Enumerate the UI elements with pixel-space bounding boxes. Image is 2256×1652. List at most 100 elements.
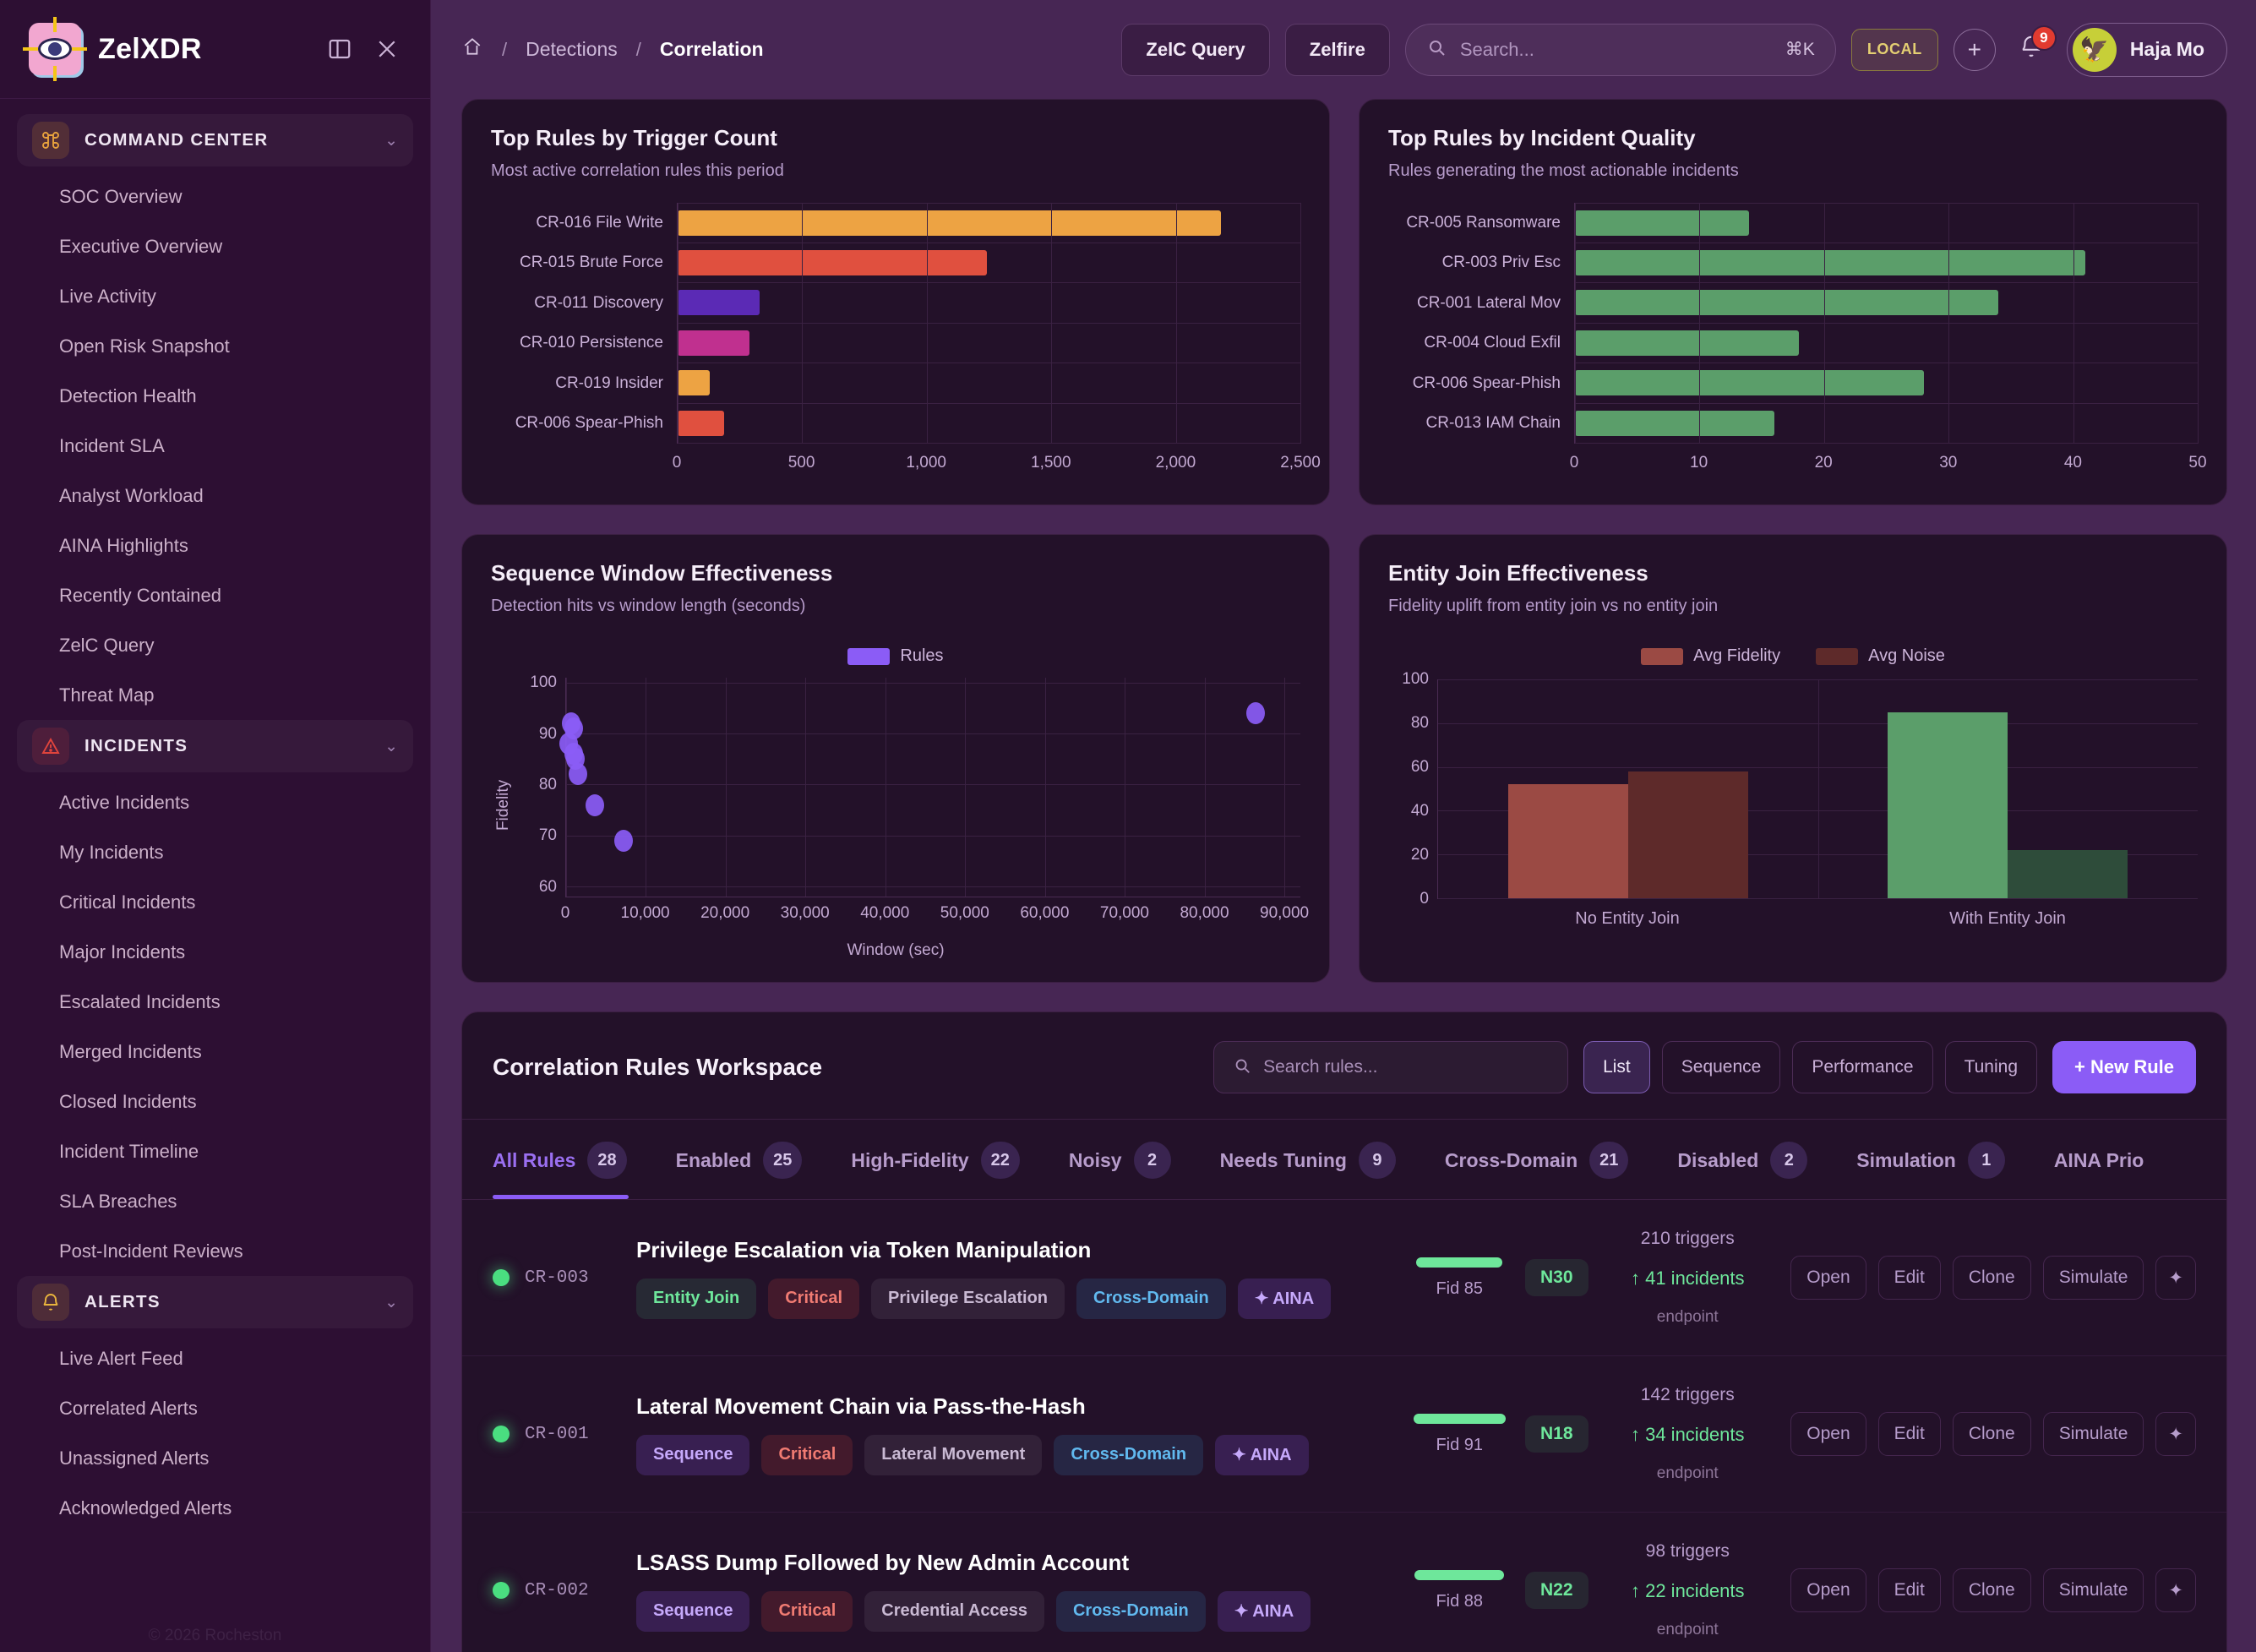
zelfire-button[interactable]: Zelfire (1284, 23, 1390, 76)
rules-list: CR-003 Privilege Escalation via Token Man… (462, 1200, 2226, 1652)
action-simulate[interactable]: Simulate (2042, 1256, 2144, 1300)
tab-simulation[interactable]: Simulation 1 (1856, 1120, 2030, 1199)
tab-aina-prio[interactable]: AINA Prio (2054, 1120, 2170, 1199)
rule-name[interactable]: Privilege Escalation via Token Manipulat… (636, 1236, 1092, 1262)
home-icon[interactable] (461, 35, 483, 63)
warning-triangle-icon (32, 728, 69, 765)
action-more[interactable]: ✦ (2155, 1412, 2196, 1456)
sidebar-item-acknowledged-alerts[interactable]: Acknowledged Alerts (59, 1497, 232, 1518)
sidebar-item-soc-overview[interactable]: SOC Overview (59, 185, 183, 207)
tab-needs-tuning[interactable]: Needs Tuning 9 (1220, 1120, 1421, 1199)
sidebar-item-live-alert-feed[interactable]: Live Alert Feed (59, 1347, 183, 1369)
rule-tag[interactable]: Credential Access (864, 1590, 1044, 1632)
action-clone[interactable]: Clone (1952, 1256, 2031, 1300)
sidebar-group-incidents[interactable]: INCIDENTS ⌄ (17, 720, 413, 772)
view-toggle-tuning[interactable]: Tuning (1944, 1041, 2038, 1093)
action-open[interactable]: Open (1790, 1568, 1866, 1612)
action-edit[interactable]: Edit (1877, 1412, 1941, 1456)
table-row[interactable]: CR-001 Lateral Movement Chain via Pass-th… (462, 1356, 2226, 1513)
sidebar-item-incident-timeline[interactable]: Incident Timeline (59, 1140, 199, 1162)
rule-name[interactable]: Lateral Movement Chain via Pass-the-Hash (636, 1393, 1086, 1419)
view-toggle-performance[interactable]: Performance (1792, 1041, 1933, 1093)
breadcrumb-detections[interactable]: Detections (526, 38, 618, 60)
tab-disabled[interactable]: Disabled 2 (1677, 1120, 1833, 1199)
sidebar-item-executive-overview[interactable]: Executive Overview (59, 235, 223, 257)
action-edit[interactable]: Edit (1877, 1568, 1941, 1612)
rule-tag[interactable]: ✦ AINA (1215, 1434, 1309, 1475)
sidebar-item-detection-health[interactable]: Detection Health (59, 384, 197, 406)
rule-tag[interactable]: Sequence (636, 1434, 750, 1475)
rule-tag[interactable]: Critical (761, 1590, 853, 1632)
tab-count: 9 (1358, 1142, 1396, 1179)
sidebar-item-live-activity[interactable]: Live Activity (59, 285, 156, 307)
sidebar-item-closed-incidents[interactable]: Closed Incidents (59, 1090, 197, 1112)
action-open[interactable]: Open (1790, 1412, 1866, 1456)
new-rule-button[interactable]: + New Rule (2052, 1041, 2196, 1093)
rule-tag[interactable]: Lateral Movement (864, 1434, 1043, 1475)
action-simulate[interactable]: Simulate (2042, 1568, 2144, 1612)
sidebar-group-command-center[interactable]: COMMAND CENTER ⌄ (17, 114, 413, 166)
view-toggle-sequence[interactable]: Sequence (1661, 1041, 1781, 1093)
rule-tag[interactable]: Entity Join (636, 1278, 757, 1319)
search-input[interactable] (1459, 38, 1772, 61)
chevron-down-icon[interactable]: ⌄ (384, 1293, 398, 1311)
sidebar-item-threat-map[interactable]: Threat Map (59, 684, 155, 706)
sidebar-item-analyst-workload[interactable]: Analyst Workload (59, 484, 204, 506)
tab-noisy[interactable]: Noisy 2 (1069, 1120, 1196, 1199)
action-more[interactable]: ✦ (2155, 1568, 2196, 1612)
view-toggle-list[interactable]: List (1583, 1041, 1650, 1093)
sidebar-item-aina-highlights[interactable]: AINA Highlights (59, 534, 188, 556)
table-row[interactable]: CR-002 LSASS Dump Followed by New Admin A… (462, 1513, 2226, 1652)
rules-search[interactable] (1213, 1041, 1569, 1093)
sidebar-item-escalated-incidents[interactable]: Escalated Incidents (59, 990, 221, 1012)
global-search[interactable]: ⌘K (1404, 23, 1836, 76)
action-open[interactable]: Open (1790, 1256, 1866, 1300)
action-clone[interactable]: Clone (1952, 1568, 2031, 1612)
table-row[interactable]: CR-003 Privilege Escalation via Token Man… (462, 1200, 2226, 1356)
sidebar-item-merged-incidents[interactable]: Merged Incidents (59, 1040, 202, 1062)
close-icon[interactable] (373, 35, 401, 63)
rule-tag[interactable]: ✦ AINA (1217, 1590, 1311, 1632)
rule-tag[interactable]: ✦ AINA (1237, 1278, 1332, 1319)
action-simulate[interactable]: Simulate (2042, 1412, 2144, 1456)
sidebar-item-critical-incidents[interactable]: Critical Incidents (59, 891, 196, 913)
rule-tag[interactable]: Sequence (636, 1590, 750, 1632)
sidebar-item-zelc-query[interactable]: ZelC Query (59, 634, 155, 656)
gridline (1204, 678, 1206, 897)
tab-enabled[interactable]: Enabled 25 (676, 1120, 828, 1199)
rule-tag[interactable]: Cross-Domain (1054, 1434, 1204, 1475)
sidebar-item-correlated-alerts[interactable]: Correlated Alerts (59, 1397, 198, 1419)
tab-cross-domain[interactable]: Cross-Domain 21 (1445, 1120, 1654, 1199)
tab-high-fidelity[interactable]: High-Fidelity 22 (851, 1120, 1045, 1199)
action-clone[interactable]: Clone (1952, 1412, 2031, 1456)
sidebar-item-unassigned-alerts[interactable]: Unassigned Alerts (59, 1447, 210, 1469)
chevron-down-icon[interactable]: ⌄ (384, 131, 398, 150)
rule-tag[interactable]: Cross-Domain (1076, 1278, 1226, 1319)
user-menu[interactable]: 🦅 Haja Mo (2066, 22, 2227, 77)
sidebar-item-post-incident-reviews[interactable]: Post-Incident Reviews (59, 1240, 243, 1262)
action-edit[interactable]: Edit (1877, 1256, 1941, 1300)
sidebar-item-my-incidents[interactable]: My Incidents (59, 841, 164, 863)
rule-tag[interactable]: Critical (761, 1434, 853, 1475)
chevron-down-icon[interactable]: ⌄ (384, 737, 398, 755)
rule-tag[interactable]: Cross-Domain (1055, 1590, 1206, 1632)
sidebar-item-major-incidents[interactable]: Major Incidents (59, 940, 186, 962)
notifications-button[interactable]: 9 (2011, 25, 2057, 71)
sidebar-item-active-incidents[interactable]: Active Incidents (59, 791, 190, 813)
rule-tag[interactable]: Critical (768, 1278, 860, 1319)
breadcrumb-separator: / (502, 38, 508, 60)
sidebar-group-alerts[interactable]: ALERTS ⌄ (17, 1276, 413, 1328)
sidebar-item-open-risk-snapshot[interactable]: Open Risk Snapshot (59, 335, 230, 357)
rules-search-input[interactable] (1263, 1057, 1550, 1077)
rule-tag[interactable]: Privilege Escalation (871, 1278, 1065, 1319)
action-more[interactable]: ✦ (2155, 1256, 2196, 1300)
zelc-query-button[interactable]: ZelC Query (1121, 23, 1270, 76)
sidebar-item-recently-contained[interactable]: Recently Contained (59, 584, 222, 606)
panel-toggle-icon[interactable] (325, 35, 354, 63)
env-pill[interactable]: LOCAL (1850, 28, 1938, 71)
tab-all-rules[interactable]: All Rules 28 (493, 1120, 652, 1199)
sidebar-item-incident-sla[interactable]: Incident SLA (59, 434, 165, 456)
sidebar-item-sla-breaches[interactable]: SLA Breaches (59, 1190, 177, 1212)
plus-circle-icon[interactable]: + (1953, 28, 1996, 71)
rule-name[interactable]: LSASS Dump Followed by New Admin Account (636, 1549, 1130, 1575)
